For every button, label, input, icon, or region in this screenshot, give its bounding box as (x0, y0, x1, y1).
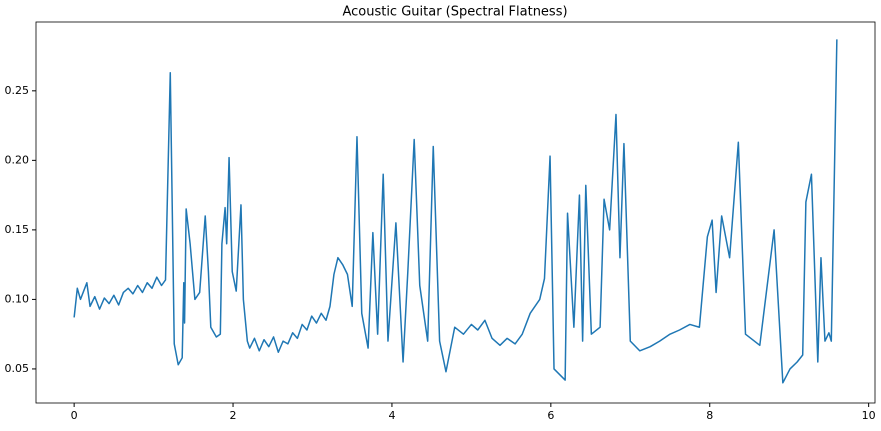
axes-frame (35, 21, 876, 404)
y-tick-label: 0.25 (5, 84, 30, 97)
x-tick-label: 10 (862, 409, 876, 422)
chart-title: Acoustic Guitar (Spectral Flatness) (342, 5, 567, 20)
y-tick-label: 0.10 (5, 292, 30, 305)
x-tick-label: 8 (706, 409, 713, 422)
x-tick-label: 6 (547, 409, 554, 422)
data-line (73, 39, 838, 384)
y-tick-label: 0.20 (5, 153, 30, 166)
x-tick-label: 4 (388, 409, 395, 422)
y-tick-label: 0.15 (5, 223, 30, 236)
x-tick-label: 2 (230, 409, 237, 422)
y-tick-label: 0.05 (5, 362, 30, 375)
x-tick-label: 0 (71, 409, 78, 422)
